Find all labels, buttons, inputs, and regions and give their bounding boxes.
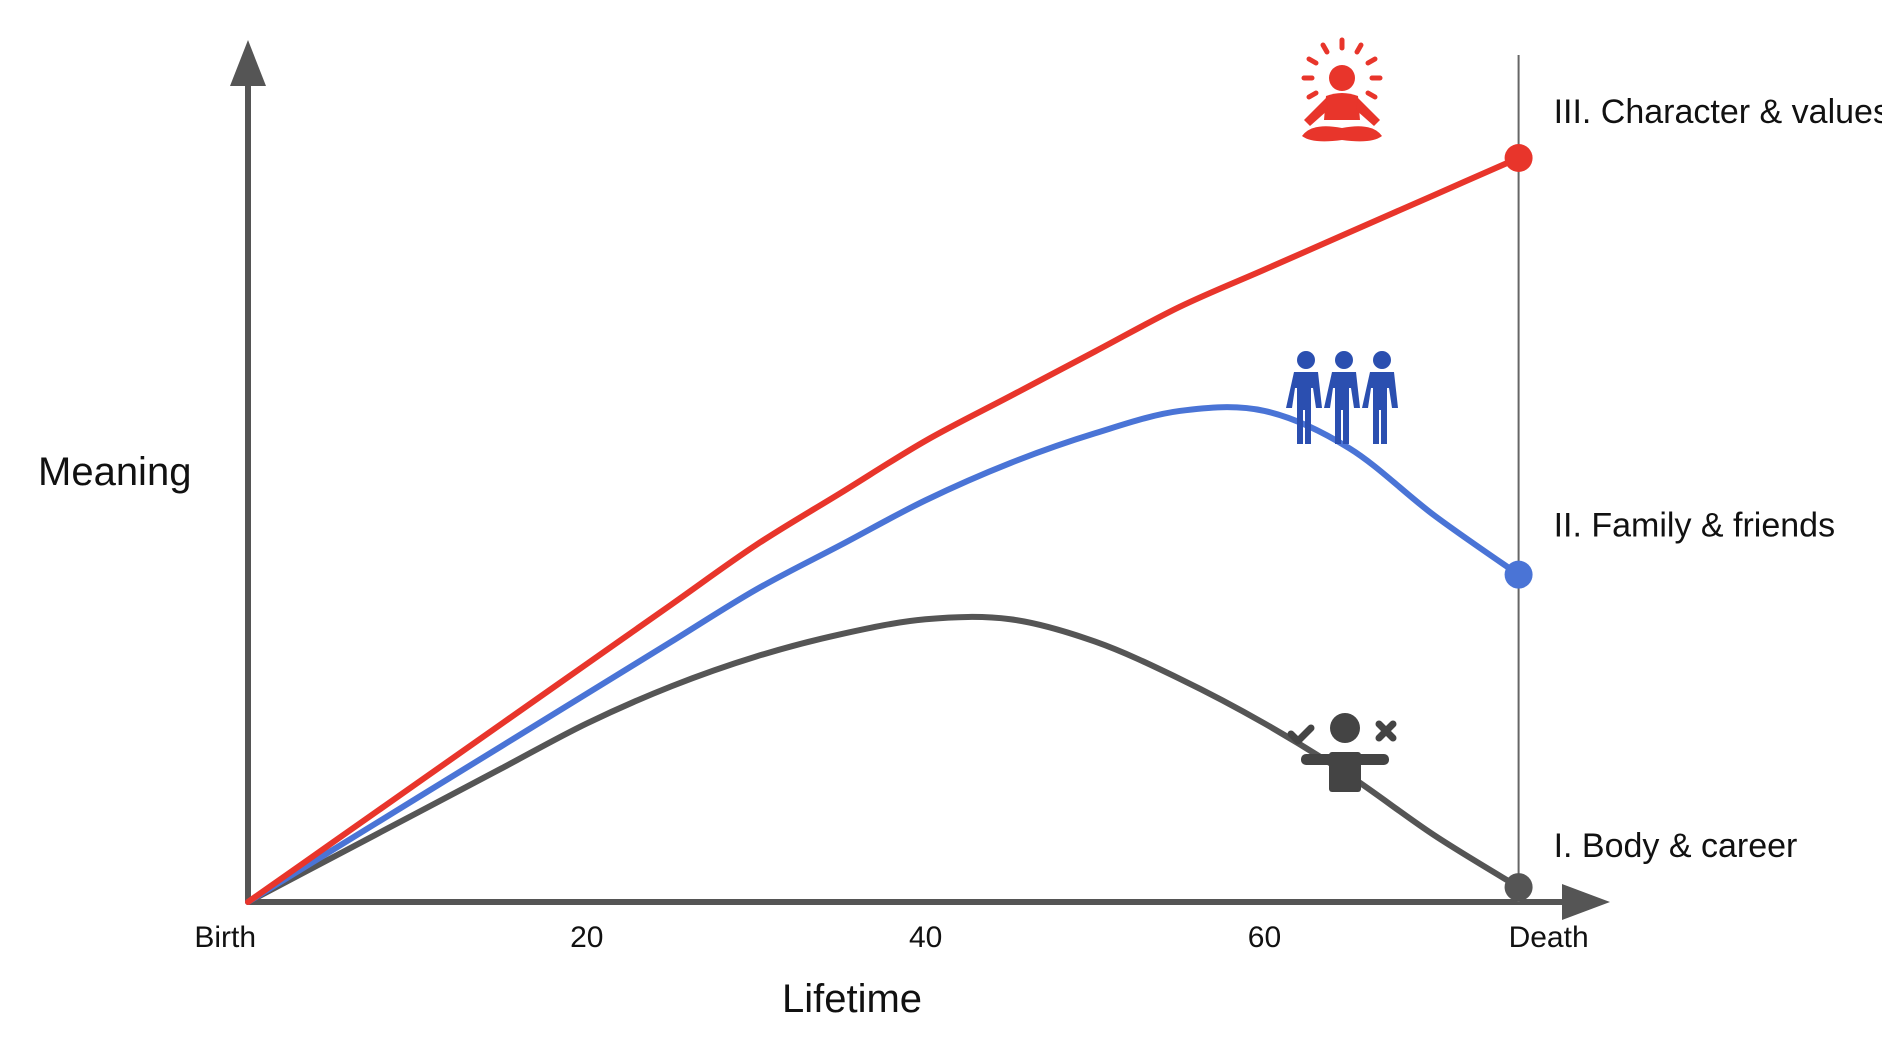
x-tick-label: 20 xyxy=(570,921,603,954)
decision-person-icon xyxy=(1287,713,1397,792)
series-end-point xyxy=(1504,144,1533,172)
series-end-point xyxy=(1504,873,1533,902)
y-axis-arrow xyxy=(230,40,266,86)
x-tick-label: 40 xyxy=(909,921,942,954)
series-layer: I. Body & career II. Family & friends III.… xyxy=(245,93,1882,905)
axes xyxy=(230,40,1610,920)
x-tick-label: 60 xyxy=(1248,921,1281,954)
meditation-icon xyxy=(1301,37,1383,142)
series-line xyxy=(245,155,1522,905)
x-tick-labels: Birth 20 40 60 Death xyxy=(194,921,1588,954)
y-axis-label: Meaning xyxy=(38,450,191,494)
group-icon xyxy=(1286,351,1398,444)
x-axis-label: Lifetime xyxy=(782,977,922,1021)
series-line xyxy=(245,613,1522,905)
series-label: III. Character & values xyxy=(1554,93,1882,131)
x-axis-arrow xyxy=(1562,884,1610,920)
series-line xyxy=(245,404,1522,905)
x-tick-label: Birth xyxy=(194,921,256,954)
x-tick-label: Death xyxy=(1509,921,1589,954)
series-label: II. Family & friends xyxy=(1554,507,1836,545)
series-end-point xyxy=(1504,560,1533,589)
series-label: I. Body & career xyxy=(1554,827,1798,865)
